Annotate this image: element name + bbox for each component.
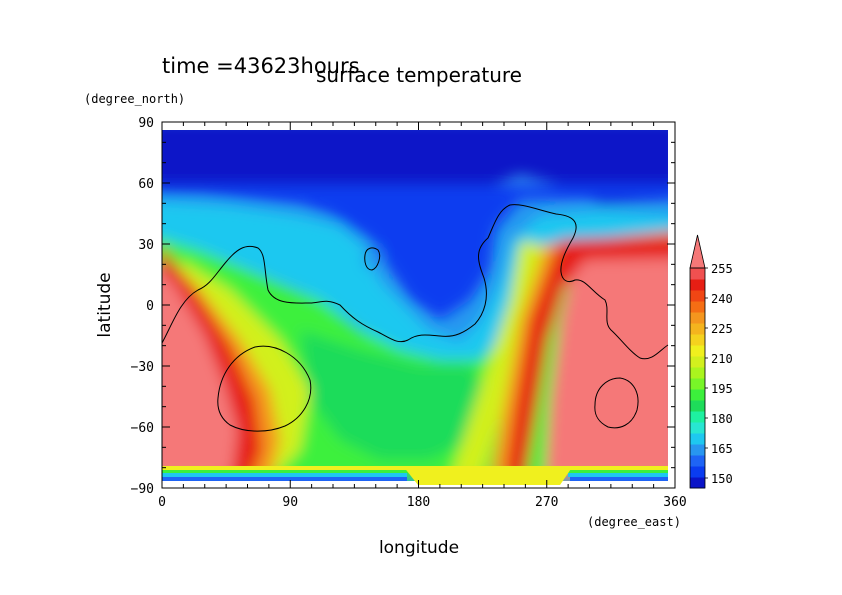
x-tick-label: 360: [663, 495, 686, 510]
colorbar-label: 150: [711, 472, 733, 486]
coastline-australia: [217, 345, 312, 432]
colorbar-label: 225: [711, 322, 733, 336]
y-tick-label: −60: [131, 421, 154, 436]
south-stripe-center: [403, 466, 573, 485]
colorbar-swatch: [690, 477, 705, 489]
field-green-center: [300, 330, 490, 460]
colorbar-swatch: [690, 290, 705, 302]
colorbar-swatch: [690, 279, 705, 291]
colorbar-swatch: [690, 301, 705, 313]
y-tick-label: −90: [131, 482, 154, 497]
field-hot-left: [162, 272, 238, 478]
x-units: (degree_east): [587, 515, 681, 529]
colorbar-label: 195: [711, 382, 733, 396]
coastlines: [161, 204, 669, 432]
coastline-south-america-tip: [594, 377, 639, 429]
field-red-right: [505, 235, 668, 480]
colorbar: 150 165 180 195 210 225 240 255: [689, 234, 733, 489]
colorbar-frame: [689, 267, 706, 489]
y-units: (degree_north): [84, 92, 185, 106]
colorbar-swatch: [690, 422, 705, 434]
colorbar-swatch: [690, 268, 705, 280]
coastline-island-japan: [364, 247, 381, 271]
colorbar-swatch: [690, 400, 705, 412]
x-axis: 0 90 180 270 360: [158, 122, 687, 510]
y-tick-label: 0: [146, 299, 154, 314]
field-north-blue: [162, 185, 668, 320]
colorbar-label: 165: [711, 442, 733, 456]
colorbar-label: 240: [711, 292, 733, 306]
field-layers: [162, 130, 668, 480]
south-stripe-blue-r: [570, 477, 668, 481]
south-stripe-cyan: [162, 473, 407, 477]
colorbar-label: 255: [711, 262, 733, 276]
x-tick-label: 90: [282, 495, 298, 510]
colorbar-swatch: [690, 389, 705, 401]
colorbar-swatch: [690, 411, 705, 423]
y-tick-label: 30: [138, 238, 154, 253]
coastline-main: [161, 204, 669, 360]
colorbar-swatch: [690, 356, 705, 368]
colorbar-swatch: [690, 433, 705, 445]
colorbar-swatch: [690, 466, 705, 478]
colorbar-label: 180: [711, 412, 733, 426]
colorbar-label: 210: [711, 352, 733, 366]
colorbar-extend-max: [689, 234, 706, 269]
colorbar-swatch: [690, 312, 705, 324]
colorbar-swatch: [690, 455, 705, 467]
y-axis: 90 60 30 0 −30 −60 −90: [131, 116, 675, 497]
x-tick-label: 270: [535, 495, 558, 510]
field-orange-right: [490, 231, 668, 480]
colorbar-swatch: [690, 323, 705, 335]
south-stripe-white: [162, 481, 668, 485]
chart-subtitle: time =43623hours: [162, 54, 360, 78]
south-stripe-blue: [162, 477, 407, 481]
y-tick-label: 90: [138, 116, 154, 131]
y-axis-label: latitude: [95, 272, 115, 337]
colorbar-swatch: [690, 444, 705, 456]
colorbar-swatch: [690, 378, 705, 390]
colorbar-swatch: [690, 345, 705, 357]
heatmap-field: [162, 130, 668, 485]
field-hot-right: [545, 258, 668, 478]
x-tick-label: 0: [158, 495, 166, 510]
colorbar-swatch: [690, 334, 705, 346]
y-tick-label: −30: [131, 360, 154, 375]
south-stripe-cyan-r: [568, 473, 668, 477]
y-tick-label: 60: [138, 177, 154, 192]
x-tick-label: 180: [407, 495, 430, 510]
colorbar-swatch: [690, 367, 705, 379]
x-axis-label: longitude: [379, 538, 459, 558]
chart-title: surface temperature: [316, 63, 522, 87]
